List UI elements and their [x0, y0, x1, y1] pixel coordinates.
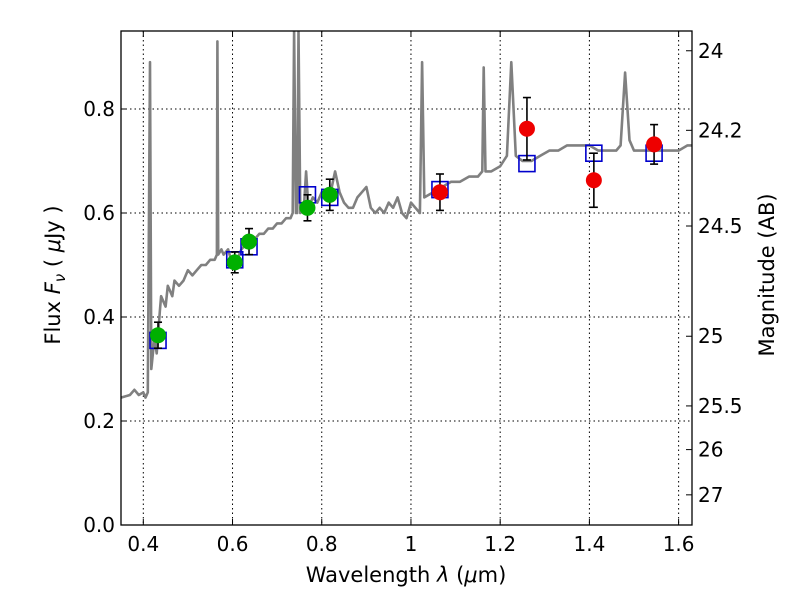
y-tick-label: 0.0 — [83, 513, 115, 537]
y-tick-label: 0.2 — [83, 409, 115, 433]
y-tick-label: 0.8 — [83, 97, 115, 121]
observed-flux-point — [431, 184, 448, 201]
observed-flux-point — [241, 233, 258, 250]
observed-flux-point — [585, 172, 602, 189]
plot-area — [121, 31, 692, 399]
axes-ticks: 0.4 0.6 0.8 1 1.2 1.4 1.6 0.0 0.2 0.4 0.6 0.8 24 24.2… — [83, 31, 743, 556]
plot-marks — [121, 31, 692, 399]
x-tick-label: 1 — [405, 532, 418, 556]
x-tick-label: 0.6 — [217, 532, 249, 556]
grid — [121, 31, 692, 525]
observed-flux-point — [646, 136, 663, 153]
observed-flux-point — [518, 120, 535, 137]
x-tick-label: 0.8 — [306, 532, 338, 556]
observed-flux-point — [150, 327, 167, 344]
x-tick-label: 1.6 — [663, 532, 695, 556]
y2-tick-label: 26 — [698, 438, 723, 462]
sed-model-line — [121, 31, 692, 399]
y2-tick-label: 27 — [698, 483, 723, 507]
y2-tick-label: 25.5 — [698, 394, 743, 418]
x-tick-label: 1.2 — [484, 532, 516, 556]
right-axis-label: Magnitude (AB) — [755, 193, 779, 356]
y2-tick-label: 24.2 — [698, 118, 743, 142]
x-tick-label: 0.4 — [127, 532, 159, 556]
y2-tick-label: 24 — [698, 39, 723, 63]
x-axis-label: Wavelength λ (μm) — [306, 563, 507, 587]
y-tick-label: 0.6 — [83, 201, 115, 225]
x-tick-label: 1.4 — [573, 532, 605, 556]
y2-tick-label: 25 — [698, 324, 723, 348]
plot-frame — [120, 30, 693, 526]
observed-flux-point — [226, 254, 243, 271]
observed-flux-point — [321, 186, 338, 203]
y2-tick-label: 24.5 — [698, 214, 743, 238]
y-axis-label: Flux Fν ( μJy ) — [41, 205, 69, 344]
observed-flux-point — [299, 199, 316, 216]
y-tick-label: 0.4 — [83, 305, 115, 329]
